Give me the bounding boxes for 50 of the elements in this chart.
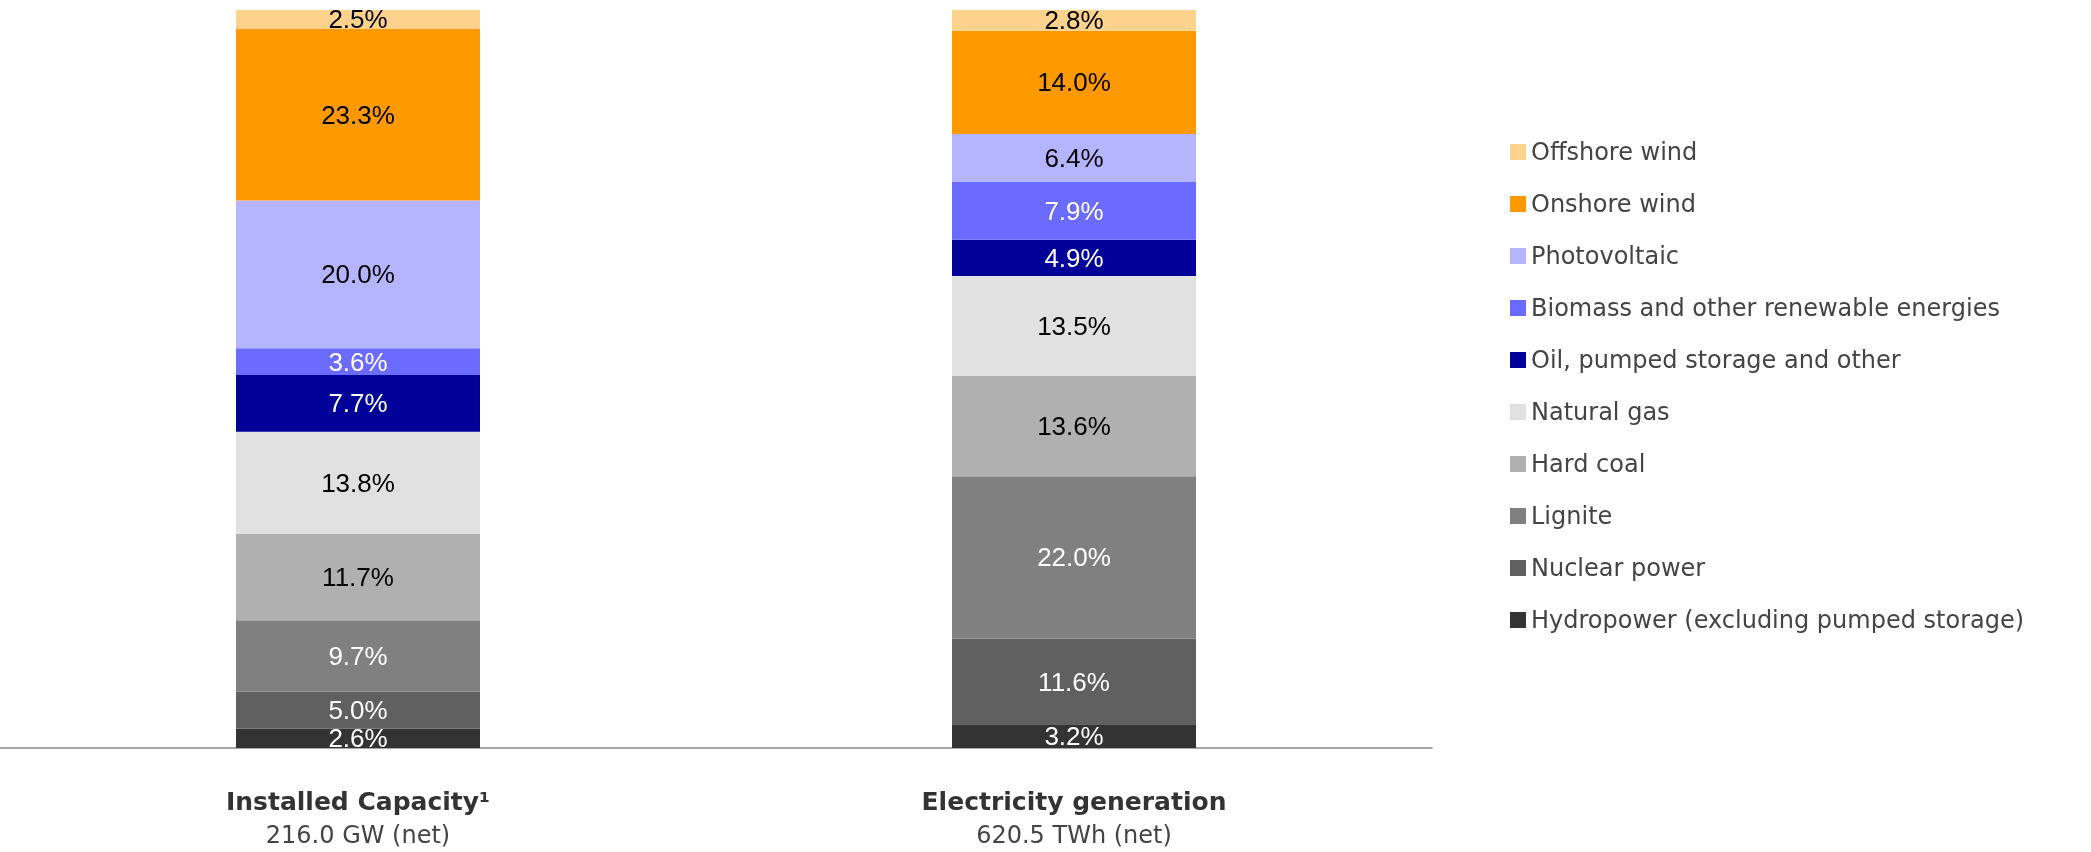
data-label: 11.6% — [1038, 666, 1110, 697]
data-label: 3.2% — [1044, 721, 1104, 752]
bar — [236, 200, 480, 349]
bar — [952, 134, 1196, 182]
data-label: 22.0% — [1037, 542, 1111, 573]
data-label: 7.9% — [1044, 195, 1104, 226]
x-tick-label: Installed Capacity¹ 216.0 GW (net) — [225, 786, 491, 849]
bar — [236, 691, 480, 729]
bar — [236, 348, 480, 375]
data-label: 20.0% — [321, 259, 395, 290]
bar — [952, 375, 1196, 477]
data-label: 9.7% — [328, 641, 388, 672]
bar — [236, 620, 480, 692]
data-label: 13.8% — [321, 467, 395, 498]
bar — [952, 181, 1196, 240]
legend-label: Hard coal — [1531, 450, 1646, 478]
legend-label: Oil, pumped storage and other — [1531, 346, 1901, 374]
legend-label: Onshore wind — [1531, 190, 1696, 218]
data-label: 5.0% — [328, 695, 388, 726]
bar — [952, 239, 1196, 276]
legend-label: Natural gas — [1531, 398, 1670, 426]
bar — [236, 28, 480, 201]
data-label: 7.7% — [328, 388, 388, 419]
legend-label: Offshore wind — [1531, 138, 1698, 166]
bar — [236, 374, 480, 432]
data-label: 2.8% — [1044, 5, 1104, 36]
bar — [236, 533, 480, 621]
bar — [952, 10, 1196, 31]
bar — [952, 275, 1196, 376]
data-label: 2.5% — [328, 4, 388, 35]
bar — [236, 431, 480, 534]
data-label: 23.3% — [321, 99, 395, 130]
legend-label: Biomass and other renewable energies — [1531, 294, 2000, 322]
data-label: 13.5% — [1037, 310, 1111, 341]
data-label: 6.4% — [1044, 142, 1104, 173]
legend-label: Nuclear power — [1531, 554, 1706, 582]
bar — [952, 30, 1196, 135]
data-label: 3.6% — [328, 346, 388, 377]
bar — [952, 476, 1196, 639]
data-label: 4.9% — [1044, 242, 1104, 273]
data-label: 14.0% — [1037, 67, 1111, 98]
legend-label: Lignite — [1531, 502, 1613, 530]
data-label: 2.6% — [328, 723, 388, 754]
legend-label: Hydropower (excluding pumped storage) — [1531, 606, 2025, 634]
legend-label: Photovoltaic — [1531, 242, 1679, 270]
data-label: 11.7% — [322, 561, 394, 592]
bar — [952, 638, 1196, 725]
x-tick-label: Electricity generation 620.5 TWh (net) — [921, 786, 1227, 849]
bar — [952, 724, 1196, 748]
data-label: 13.6% — [1037, 410, 1111, 441]
